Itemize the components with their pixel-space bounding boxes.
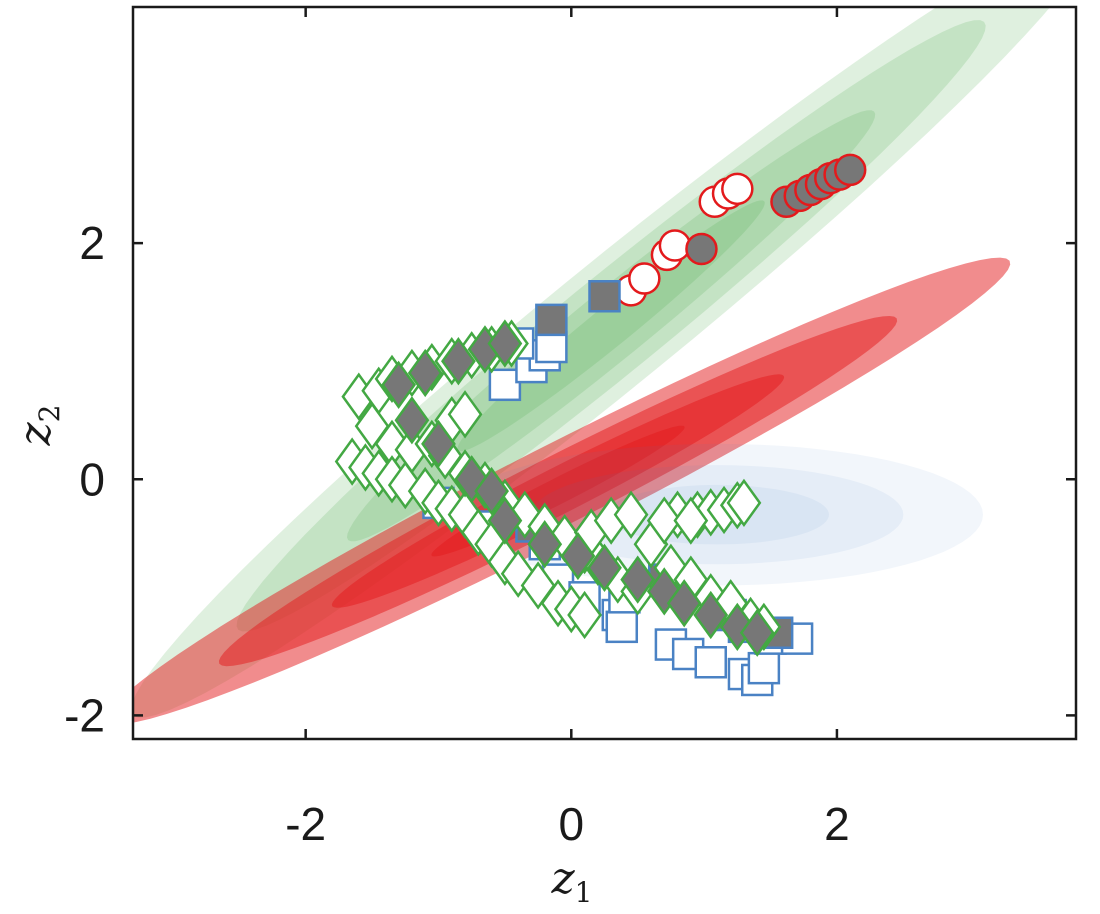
y-axis-label: z2	[10, 404, 66, 446]
x-axis-label-main: z	[550, 853, 575, 904]
square-marker	[588, 280, 621, 313]
y-axis-label-subscript: 2	[33, 404, 66, 422]
diamond-marker	[441, 337, 476, 386]
y-axis-label-main: z	[10, 422, 61, 447]
x-tick-label: -2	[285, 798, 326, 850]
diamond-marker	[726, 478, 762, 528]
square-marker	[535, 330, 568, 364]
circle-marker	[685, 232, 718, 266]
diamond-marker	[487, 496, 523, 545]
diamond-marker	[500, 549, 536, 598]
diamond-marker	[693, 590, 729, 640]
data-points	[334, 153, 867, 697]
circle-marker	[721, 172, 754, 206]
diamond-marker	[394, 396, 430, 445]
diamond-marker	[739, 608, 775, 657]
y-tick-label: -2	[64, 689, 105, 741]
circle-marker	[628, 262, 661, 295]
square-marker	[605, 610, 639, 644]
square-marker	[535, 303, 568, 337]
density-region-0-level-3	[457, 200, 765, 452]
y-tick-label: 0	[79, 453, 105, 505]
diamond-marker	[719, 602, 755, 651]
diamond-marker	[447, 390, 483, 439]
y-tick-label: 2	[79, 217, 105, 269]
diamond-marker	[560, 531, 596, 581]
square-marker	[694, 646, 728, 679]
square-marker	[488, 368, 522, 402]
x-axis-label-subscript: 1	[575, 876, 593, 909]
x-tick-label: 2	[824, 798, 850, 850]
diamond-marker	[487, 319, 523, 368]
axis-ticks: -2 0 2 -2 0 2	[64, 7, 1076, 850]
density-region-0-level-2	[347, 110, 876, 542]
diamond-marker	[474, 466, 509, 516]
x-axis-label: z1	[550, 853, 592, 909]
diamond-marker	[527, 520, 563, 569]
diamond-marker	[613, 490, 649, 539]
circle-marker	[658, 229, 692, 262]
diamond-marker	[587, 543, 622, 592]
diamond-marker	[673, 496, 709, 545]
circle-marker	[833, 153, 867, 187]
square-marker	[747, 651, 781, 685]
diamond-marker	[421, 419, 456, 468]
plot-frame	[131, 5, 1078, 741]
diamond-marker	[666, 579, 702, 628]
diamond-marker	[646, 496, 682, 545]
x-tick-label: 0	[558, 798, 584, 850]
diamond-marker	[520, 561, 556, 610]
diamond-marker	[646, 567, 682, 616]
diamond-marker	[381, 360, 417, 409]
diamond-marker	[620, 555, 656, 604]
diamond-marker	[407, 348, 443, 398]
diamond-marker	[567, 590, 602, 640]
